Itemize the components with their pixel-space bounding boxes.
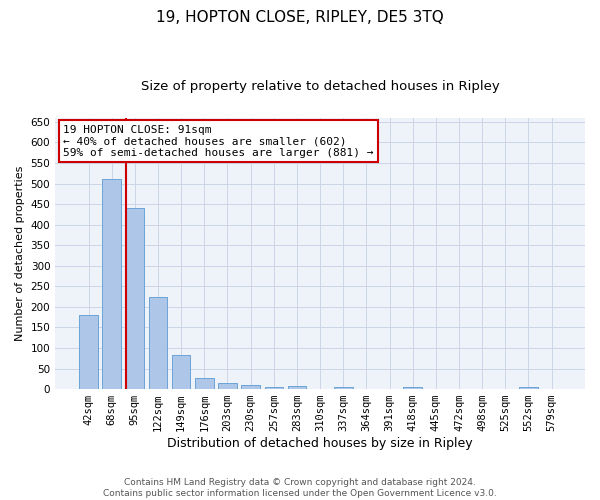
Bar <box>125 208 144 389</box>
Bar <box>149 296 167 389</box>
Bar <box>79 315 98 389</box>
Bar <box>287 386 306 389</box>
Bar <box>195 378 214 389</box>
Bar <box>218 382 237 389</box>
Text: Contains HM Land Registry data © Crown copyright and database right 2024.
Contai: Contains HM Land Registry data © Crown c… <box>103 478 497 498</box>
X-axis label: Distribution of detached houses by size in Ripley: Distribution of detached houses by size … <box>167 437 473 450</box>
Bar <box>172 355 190 389</box>
Title: Size of property relative to detached houses in Ripley: Size of property relative to detached ho… <box>141 80 499 93</box>
Bar <box>403 387 422 389</box>
Text: 19 HOPTON CLOSE: 91sqm
← 40% of detached houses are smaller (602)
59% of semi-de: 19 HOPTON CLOSE: 91sqm ← 40% of detached… <box>63 124 374 158</box>
Text: 19, HOPTON CLOSE, RIPLEY, DE5 3TQ: 19, HOPTON CLOSE, RIPLEY, DE5 3TQ <box>156 10 444 25</box>
Bar <box>519 387 538 389</box>
Bar <box>241 386 260 389</box>
Y-axis label: Number of detached properties: Number of detached properties <box>15 166 25 341</box>
Bar <box>103 180 121 389</box>
Bar <box>265 386 283 389</box>
Bar <box>334 386 353 389</box>
